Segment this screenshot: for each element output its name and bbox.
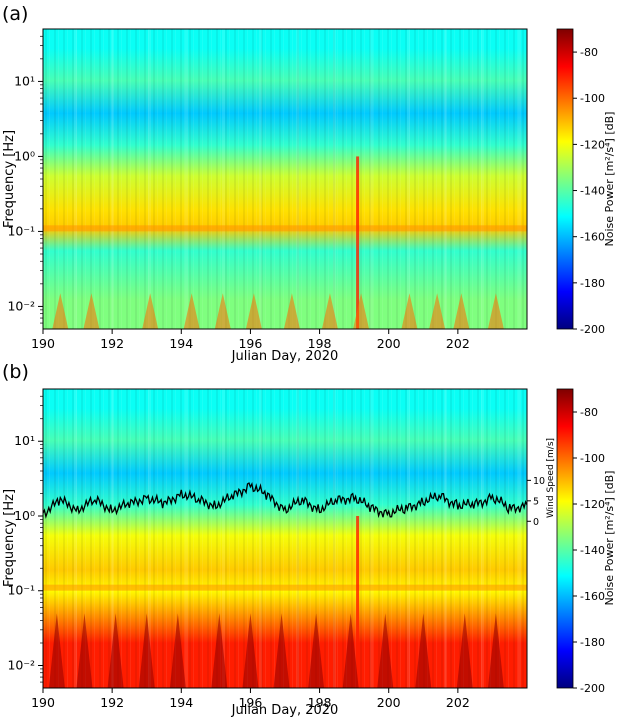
colorbar-tick-label: -200 [580,323,605,336]
noise-burst [456,613,473,688]
panel-label: (a) [2,3,28,25]
colorbar-tick-label: -200 [580,682,605,695]
x-tick-label: 196 [238,695,262,710]
x-axis-label: Julian Day, 2020 [231,703,339,718]
colorbar-tick-label: -180 [580,277,605,290]
x-tick-label: 194 [169,695,193,710]
spectrogram-events [43,156,527,329]
wind-speed-label: Wind Speed [m/s] [546,438,556,518]
y-axis-label: Frequency [Hz] [2,489,17,587]
noise-burst [487,293,504,329]
colorbar-tick-label: -80 [580,46,598,59]
x-axis: 190 192 194 196 198 200 202 [31,329,470,351]
spectrogram-events [43,515,527,688]
noise-burst [169,613,186,688]
wind-speed-line [43,482,527,519]
colorbar [556,388,574,689]
microseism-band [43,584,527,591]
x-tick-label: 190 [31,695,55,710]
x-axis-label: Julian Day, 2020 [231,349,339,364]
noise-burst [83,293,100,329]
y-tick-label: 10⁻¹ [7,223,35,238]
x-tick-label: 200 [377,695,401,710]
y-axis: 10⁻² 10⁻¹ 10⁰ 10¹ [7,35,43,324]
noise-burst [401,293,418,329]
x-tick-label: 202 [446,695,470,710]
colorbar-ticks: -80 -100 -120 -140 -160 -180 -200 [573,406,605,695]
wind-tick-label: 5 [533,496,539,507]
x-tick-label: 202 [446,336,470,351]
noise-burst [321,293,338,329]
noise-burst [415,613,432,688]
noise-burst [429,293,446,329]
noise-burst [142,293,159,329]
colorbar-tick-label: -160 [580,590,605,603]
noise-burst [453,293,470,329]
noise-burst [183,293,200,329]
colorbar-tick-label: -140 [580,544,605,557]
noise-burst [273,613,290,688]
y-tick-label: 10⁻² [7,657,35,672]
noise-burst [214,293,231,329]
noise-burst [107,613,124,688]
noise-burst [245,293,262,329]
x-tick-label: 190 [31,336,55,351]
noise-burst [52,293,69,329]
microseism-band [43,225,527,232]
colorbar-tick-label: -100 [580,452,605,465]
x-axis: 190 192 194 196 198 200 202 [31,688,470,710]
noise-burst [242,613,259,688]
colorbar-label: Noise Power [m²/s⁴] [dB] [603,112,616,247]
noise-burst [138,613,155,688]
wind-speed-axis: 0 5 10 [526,476,545,528]
x-tick-label: 198 [308,695,332,710]
panel-label: (b) [2,361,29,383]
noise-burst [487,613,504,688]
colorbar-tick-label: -160 [580,231,605,244]
colorbar-tick-label: -80 [580,406,598,419]
y-tick-label: 10⁻² [7,298,35,313]
y-tick-label: 10¹ [14,73,35,88]
noise-burst [342,613,359,688]
y-tick-label: 10⁰ [14,148,35,163]
event-spike [356,515,360,688]
colorbar-tick-label: -140 [580,185,605,198]
colorbar-tick-label: -180 [580,636,605,649]
noise-burst [283,293,300,329]
noise-burst [353,293,370,329]
y-axis-label: Frequency [Hz] [2,130,17,228]
wind-tick-label: 10 [533,476,545,487]
panel-a: (a) 190 192 194 196 198 200 202 10⁻² 10⁻¹ 10⁰ 10¹… [2,3,616,364]
colorbar-ticks: -80 -100 -120 -140 -160 -180 -200 [573,46,605,336]
x-tick-label: 192 [100,336,124,351]
panel-b: (b) 190 192 194 196 198 200 202 10⁻² 10⁻¹ 10⁰ 10¹… [2,361,616,718]
noise-burst [377,613,394,688]
y-tick-label: 10⁰ [14,508,35,523]
x-tick-label: 198 [308,336,332,351]
x-tick-label: 196 [238,336,262,351]
diurnal-stripes [43,29,527,329]
noise-burst [211,613,228,688]
x-tick-label: 194 [169,336,193,351]
colorbar-tick-label: -120 [580,498,605,511]
wind-tick-label: 0 [533,517,539,528]
colorbar-tick-label: -100 [580,92,605,105]
y-tick-label: 10¹ [14,433,35,448]
y-tick-label: 10⁻¹ [7,583,35,598]
noise-burst [308,613,325,688]
noise-burst [48,613,65,688]
colorbar [556,28,574,330]
diurnal-stripes [43,389,527,688]
colorbar-label: Noise Power [m²/s⁴] [dB] [603,471,616,606]
noise-burst [76,613,93,688]
x-tick-label: 192 [100,695,124,710]
event-spike [356,156,360,329]
y-axis: 10⁻² 10⁻¹ 10⁰ 10¹ [7,395,43,683]
colorbar-tick-label: -120 [580,138,605,151]
x-tick-label: 200 [377,336,401,351]
